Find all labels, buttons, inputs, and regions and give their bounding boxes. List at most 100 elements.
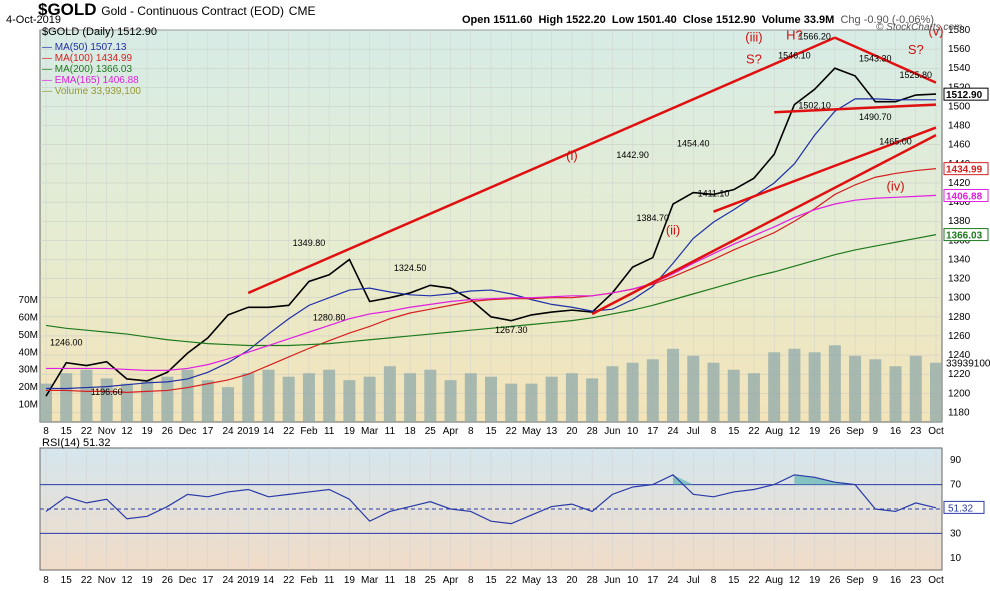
low-value: 1501.40 <box>636 14 677 26</box>
volume-tick-label: 10M <box>19 400 38 411</box>
date-tick-label: 19 <box>142 426 154 437</box>
date-tick-label: 8 <box>711 426 717 437</box>
volume-bar <box>788 348 801 422</box>
volume-tick-label: 20M <box>19 382 38 393</box>
date-tick-label: Sep <box>846 426 864 437</box>
price-annotation: 1280.80 <box>313 313 346 323</box>
price-tag: 1406.88 <box>946 192 983 203</box>
price-annotation: 1411.10 <box>698 188 730 198</box>
rsi-date-tick-label: Oct <box>928 575 944 586</box>
date-tick-label: Nov <box>98 426 116 437</box>
date-tick-label: 12 <box>121 426 133 437</box>
volume-bar <box>930 362 942 422</box>
date-tick-label: Oct <box>928 426 944 437</box>
date-tick-label: Apr <box>443 426 459 437</box>
chart-title: $GOLD Gold - Continuous Contract (EOD) C… <box>38 0 315 20</box>
rsi-date-tick-label: Aug <box>765 575 783 586</box>
date-tick-label: Jul <box>687 426 700 437</box>
wave-label: S? <box>908 42 924 57</box>
volume-bar <box>606 366 619 422</box>
date-tick-label: 20 <box>566 426 578 437</box>
rsi-date-tick-label: 12 <box>121 575 133 586</box>
volume-bar <box>707 362 720 422</box>
rsi-date-tick-label: 19 <box>344 575 356 586</box>
rsi-date-tick-label: 8 <box>468 575 474 586</box>
volume-bar <box>262 369 275 422</box>
volume-bar <box>687 355 700 422</box>
price-tick-label: 1540 <box>948 63 971 74</box>
volume-bar <box>909 355 922 422</box>
open-label: Open <box>462 14 491 26</box>
date-tick-label: 16 <box>890 426 902 437</box>
legend-item: — MA(100) 1434.99 <box>42 53 133 64</box>
rsi-date-tick-label: 17 <box>647 575 659 586</box>
volume-value: 33.9M <box>803 14 835 26</box>
rsi-tick-label: 30 <box>950 528 962 539</box>
date-tick-label: Mar <box>361 426 379 437</box>
volume-bar <box>383 366 396 422</box>
price-annotation: 1566.20 <box>798 32 831 42</box>
price-tag-box <box>943 189 989 203</box>
contract-name: Gold - Continuous Contract (EOD) <box>101 4 285 18</box>
rsi-date-tick-label: Jun <box>604 575 620 586</box>
volume-bar <box>181 369 194 422</box>
trendline <box>713 126 937 213</box>
price-annotation: 1543.30 <box>859 54 892 64</box>
price-annotation: 1490.70 <box>859 112 892 122</box>
date-tick-label: 13 <box>546 426 558 437</box>
price-annotation: 1324.50 <box>394 263 427 273</box>
date-tick-label: 22 <box>506 426 518 437</box>
rsi-date-tick-label: 16 <box>890 575 902 586</box>
date-tick-label: 10 <box>627 426 639 437</box>
trendline <box>247 36 836 295</box>
wave-label: H? <box>786 28 803 43</box>
price-tick-label: 1400 <box>948 197 971 208</box>
volume-tick-label: 60M <box>19 312 38 323</box>
chg-label: Chg <box>840 14 861 26</box>
price-annotation: 1349.80 <box>293 238 326 248</box>
rsi-date-tick-label: 15 <box>728 575 740 586</box>
series-line <box>46 194 937 371</box>
rsi-date-tick-label: Nov <box>98 575 116 586</box>
wave-label: (i) <box>566 148 578 163</box>
volume-bar <box>60 373 73 422</box>
chg-value: -0.90 (-0.06%) <box>863 14 934 26</box>
volume-bar <box>141 380 154 422</box>
date-tick-label: 9 <box>873 426 879 437</box>
rsi-date-tick-label: 22 <box>81 575 93 586</box>
date-tick-label: 23 <box>910 426 922 437</box>
rsi-date-tick-label: 11 <box>324 575 335 586</box>
volume-tick-label: 30M <box>19 365 38 376</box>
date-tick-label: 19 <box>344 426 356 437</box>
rsi-date-tick-label: 10 <box>627 575 639 586</box>
rsi-date-tick-label: 11 <box>385 575 396 586</box>
volume-bar <box>485 376 497 422</box>
rsi-date-tick-label: 14 <box>263 575 275 586</box>
legend-item: — MA(50) 1507.13 <box>42 42 127 53</box>
price-tick-label: 1420 <box>948 178 971 189</box>
low-label: Low <box>611 14 634 26</box>
volume-bar <box>667 348 680 422</box>
price-tick-label: 1180 <box>948 407 970 418</box>
volume-bar <box>424 369 437 422</box>
volume-bar <box>808 352 821 422</box>
close-label: Close <box>682 14 713 26</box>
price-tick-label: 1380 <box>948 216 971 227</box>
rsi-date-tick-label: 22 <box>506 575 518 586</box>
price-tick-label: 1460 <box>948 140 971 151</box>
rsi-date-tick-label: 26 <box>162 575 174 586</box>
legend-item: — Volume 33,939,100 <box>42 86 141 97</box>
close-value: 1512.90 <box>715 14 756 26</box>
legend-item: — MA(200) 1366.03 <box>42 64 133 75</box>
date-tick-label: Aug <box>765 426 783 437</box>
rsi-tick-label: 90 <box>950 455 962 466</box>
volume-bar <box>120 383 133 422</box>
volume-tick-label: 40M <box>19 347 38 358</box>
volume-bar <box>161 376 174 422</box>
volume-bar <box>505 383 518 422</box>
date-tick-label: 26 <box>829 426 841 437</box>
price-annotation: 1267.30 <box>495 325 528 335</box>
legend-main: $GOLD (Daily) 1512.90 <box>42 26 157 38</box>
price-annotation: 1546.10 <box>778 51 811 61</box>
price-tick-label: 1280 <box>948 312 971 323</box>
